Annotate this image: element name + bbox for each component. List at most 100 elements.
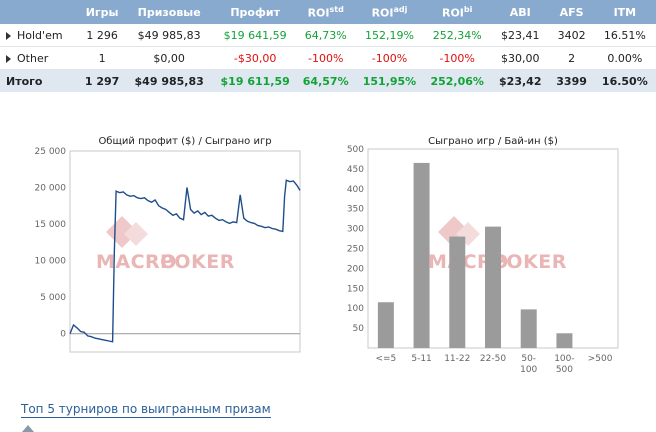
cell-value: $49 985,83 [134, 74, 204, 88]
cell-games: 1 [80, 46, 124, 70]
cell-afs: 3399 [549, 69, 594, 92]
header-label: Призовые [137, 5, 201, 19]
header-col-itm[interactable]: ITM [593, 0, 656, 24]
bar [449, 236, 466, 348]
header-sup: adj [393, 4, 408, 14]
expand-triangle-icon[interactable] [6, 54, 11, 63]
cell-value: -100% [307, 51, 344, 65]
cell-roi-std: 64,57% [295, 69, 356, 92]
cell-games: 1 296 [80, 24, 124, 47]
x-tick-label: 100-500 [554, 354, 574, 375]
cell-name: Итого [0, 69, 81, 92]
cell-value: 3399 [556, 74, 587, 88]
bar [520, 309, 537, 348]
cell-value: 3402 [557, 28, 586, 42]
header-col-roi-std[interactable]: ROIstd [295, 0, 356, 24]
header-col-roi-adj[interactable]: ROIadj [355, 0, 424, 24]
bar [413, 162, 430, 348]
cell-afs: 3402 [549, 24, 594, 47]
header-label: ROI [441, 6, 464, 20]
header-col-profit[interactable]: Профит [214, 0, 296, 24]
cell-itm: 16.51% [593, 24, 656, 47]
header-label: Игры [85, 5, 119, 19]
cell-value: 1 297 [84, 74, 120, 88]
cell-value: 16.51% [603, 28, 646, 42]
cell-roi-std: -100% [295, 46, 356, 70]
cell-profit: $19 611,59 [214, 69, 296, 92]
cell-value: $0,00 [153, 51, 185, 65]
stats-header-row: Игры Призовые Профит ROIstd ROIadj ROIbi ABI AF… [0, 0, 656, 24]
watermark-poker-text: POKER [492, 251, 567, 273]
cell-value: 151,95% [362, 74, 417, 88]
x-tick-label: >500 [588, 354, 613, 364]
cell-prize: $0,00 [123, 46, 215, 70]
x-tick-label-line: 50- [521, 354, 536, 364]
stats-body: Hold'em 1 296 $49 985,83 $19 641,59 64,73% 15… [0, 24, 656, 92]
header-label: ROI [307, 6, 330, 20]
x-tick-label: 22-50 [480, 354, 506, 364]
cell-abi: $23,42 [491, 69, 550, 92]
cell-value: $30,00 [501, 51, 540, 65]
y-tick-label: 20 000 [35, 184, 67, 194]
cell-value: 2 [568, 51, 576, 65]
header-col-name[interactable] [0, 0, 81, 24]
cell-value: 0.00% [607, 51, 643, 65]
x-tick-label-line: 100- [554, 354, 574, 364]
y-tick-label: 200 [347, 264, 364, 274]
plot-area [69, 150, 301, 353]
y-tick-label: 150 [347, 284, 364, 294]
cell-itm: 16.50% [593, 69, 656, 92]
cell-prize: $49 985,83 [123, 24, 215, 47]
cell-value: 64,73% [304, 28, 347, 42]
x-tick-label: 5-11 [411, 354, 431, 364]
header-label: ABI [509, 5, 531, 19]
cell-value: 1 [98, 51, 106, 65]
profit-series-line [69, 179, 301, 343]
header-col-afs[interactable]: AFS [549, 0, 594, 24]
cell-roi-adj: 152,19% [355, 24, 424, 47]
stats-row[interactable]: Other 1 $0,00 -$30,00 -100% -100% -100% $30,00 2… [0, 46, 656, 70]
x-tick-label-line: 5-11 [411, 354, 431, 364]
y-tick-label: 0 [60, 330, 66, 340]
y-tick-label: 250 [347, 245, 364, 255]
x-tick-label-line: 500 [556, 365, 573, 375]
stats-table: Игры Призовые Профит ROIstd ROIadj ROIbi ABI AF… [0, 0, 656, 92]
header-label: AFS [559, 5, 584, 19]
header-sup: std [329, 4, 344, 14]
expand-triangle-icon[interactable] [6, 31, 11, 40]
header-col-prize[interactable]: Призовые [123, 0, 215, 24]
y-tick-label: 100 [347, 304, 364, 314]
header-col-games[interactable]: Игры [80, 0, 124, 24]
cell-value: 64,57% [302, 74, 349, 88]
y-tick-label: 350 [347, 205, 364, 215]
y-tick-label: 25 000 [35, 147, 67, 157]
cell-value: 1 296 [86, 28, 118, 42]
cell-roi-adj: -100% [355, 46, 424, 70]
cell-abi: $30,00 [491, 46, 550, 70]
bar [377, 302, 394, 348]
cell-value: 252,34% [432, 28, 482, 42]
top5-tournaments-link[interactable]: Топ 5 турниров по выигранным призам [21, 402, 271, 418]
x-tick-label-line: <=5 [375, 354, 396, 364]
y-tick-label: 450 [347, 165, 364, 175]
header-col-roi-bi[interactable]: ROIbi [423, 0, 492, 24]
header-col-abi[interactable]: ABI [491, 0, 550, 24]
cell-value: $19 611,59 [220, 74, 290, 88]
chart-title: Сыграно игр / Бай-ин ($) [428, 136, 558, 147]
stats-row[interactable]: Hold'em 1 296 $49 985,83 $19 641,59 64,73% 15… [0, 24, 656, 47]
collapse-triangle-icon[interactable] [22, 425, 34, 432]
buyin-bar-chart: Сыграно игр / Бай-ин ($)MACROPOKER501001… [347, 136, 619, 375]
bar [485, 226, 501, 348]
cell-value: $23,42 [499, 74, 542, 88]
cell-value: $49 985,83 [137, 28, 201, 42]
cell-itm: 0.00% [593, 46, 656, 70]
total-row: Итого 1 297 $49 985,83 $19 611,59 64,57% 151,… [0, 69, 656, 92]
x-tick-label-line: 100 [520, 365, 537, 375]
cell-value: 252,06% [430, 74, 484, 88]
header-sup: bi [463, 4, 473, 14]
y-tick-label: 400 [347, 185, 364, 195]
cell-value: 16.50% [601, 74, 648, 88]
cell-roi-std: 64,73% [295, 24, 356, 47]
cell-abi: $23,41 [491, 24, 550, 47]
x-tick-label-line: 11-22 [444, 354, 470, 364]
